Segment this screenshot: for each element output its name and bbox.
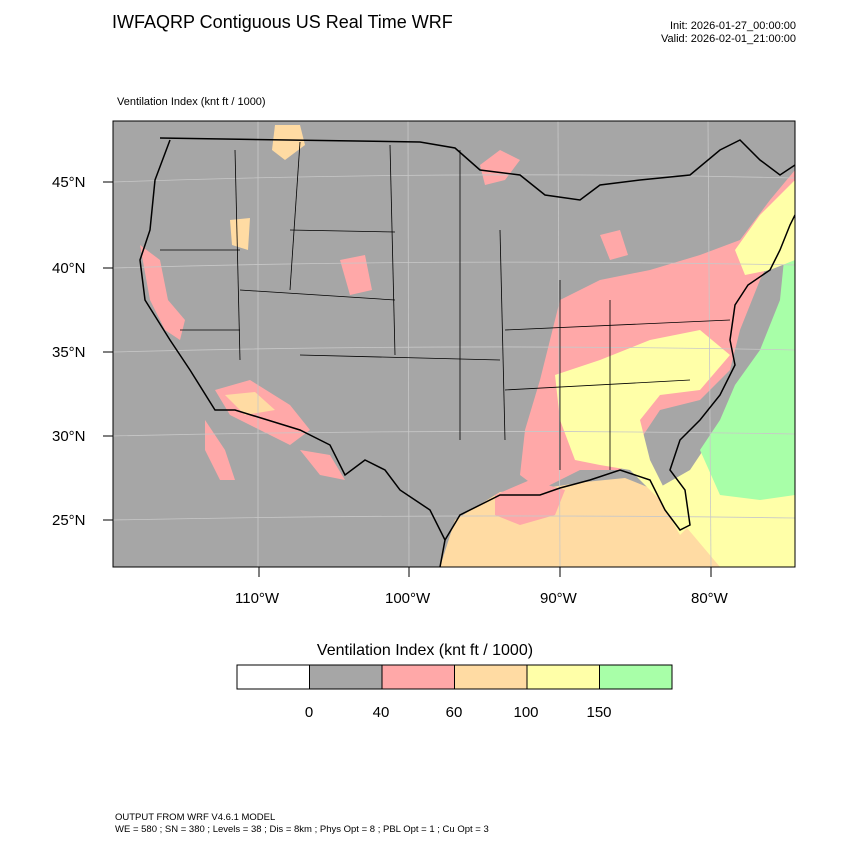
colorbar-title: Ventilation Index (knt ft / 1000) bbox=[316, 642, 534, 659]
colorbar-bin-5 bbox=[599, 664, 673, 690]
colorbar-tick-60: 60 bbox=[445, 704, 463, 721]
axis-ticks bbox=[103, 181, 712, 577]
init-time: Init: 2026-01-27_00:00:00 bbox=[670, 20, 796, 32]
colorado-pink-patch bbox=[340, 255, 372, 295]
valid-time: Valid: 2026-02-01_21:00:00 bbox=[661, 33, 796, 45]
west-coast-pink-patch bbox=[140, 245, 185, 340]
southeast-yellow-region bbox=[555, 330, 730, 535]
colorbar-tick-150: 150 bbox=[586, 704, 612, 721]
baja-pink-patch bbox=[205, 420, 235, 480]
mexico-pink-patch bbox=[300, 450, 345, 480]
lat-label-45: 45°N bbox=[52, 174, 86, 191]
michigan-pink-patch bbox=[600, 230, 628, 260]
colorbar bbox=[236, 664, 673, 690]
map-frame bbox=[112, 120, 796, 568]
colorbar-bin-2 bbox=[381, 664, 455, 690]
lon-label-80: 80°W bbox=[691, 590, 728, 607]
idaho-orange-patch bbox=[230, 218, 250, 250]
colorbar-bin-4 bbox=[526, 664, 600, 690]
colorbar-tick-0: 0 bbox=[304, 704, 314, 721]
ocean-fill-green bbox=[700, 230, 795, 500]
gulf-pink-patch bbox=[495, 480, 565, 525]
field-label: Ventilation Index (knt ft / 1000) bbox=[117, 96, 266, 108]
footer-config-line: WE = 580 ; SN = 380 ; Levels = 38 ; Dis … bbox=[115, 824, 489, 835]
lon-label-100: 100°W bbox=[385, 590, 431, 607]
lat-label-25: 25°N bbox=[52, 512, 86, 529]
map-field bbox=[113, 121, 795, 567]
colorbar-tick-40: 40 bbox=[372, 704, 390, 721]
state-lines bbox=[160, 141, 731, 470]
graticule bbox=[113, 121, 795, 567]
southwest-orange-patch bbox=[225, 392, 275, 415]
colorbar-bin-0 bbox=[236, 664, 310, 690]
colorbar-bin-3 bbox=[454, 664, 528, 690]
lat-label-35: 35°N bbox=[52, 344, 86, 361]
montana-orange-patch bbox=[272, 125, 305, 160]
lat-label-30: 30°N bbox=[52, 428, 86, 445]
colorbar-bin-1 bbox=[309, 664, 383, 690]
lon-label-90: 90°W bbox=[540, 590, 577, 607]
boundaries bbox=[139, 137, 795, 567]
colorbar-tick-100: 100 bbox=[513, 704, 539, 721]
north-pink-patch bbox=[480, 150, 520, 185]
lat-label-40: 40°N bbox=[52, 260, 86, 277]
figure-title: IWFAQRP Contiguous US Real Time WRF bbox=[112, 12, 453, 32]
lon-label-110: 110°W bbox=[235, 590, 280, 607]
footer-model-line: OUTPUT FROM WRF V4.6.1 MODEL bbox=[115, 812, 276, 823]
